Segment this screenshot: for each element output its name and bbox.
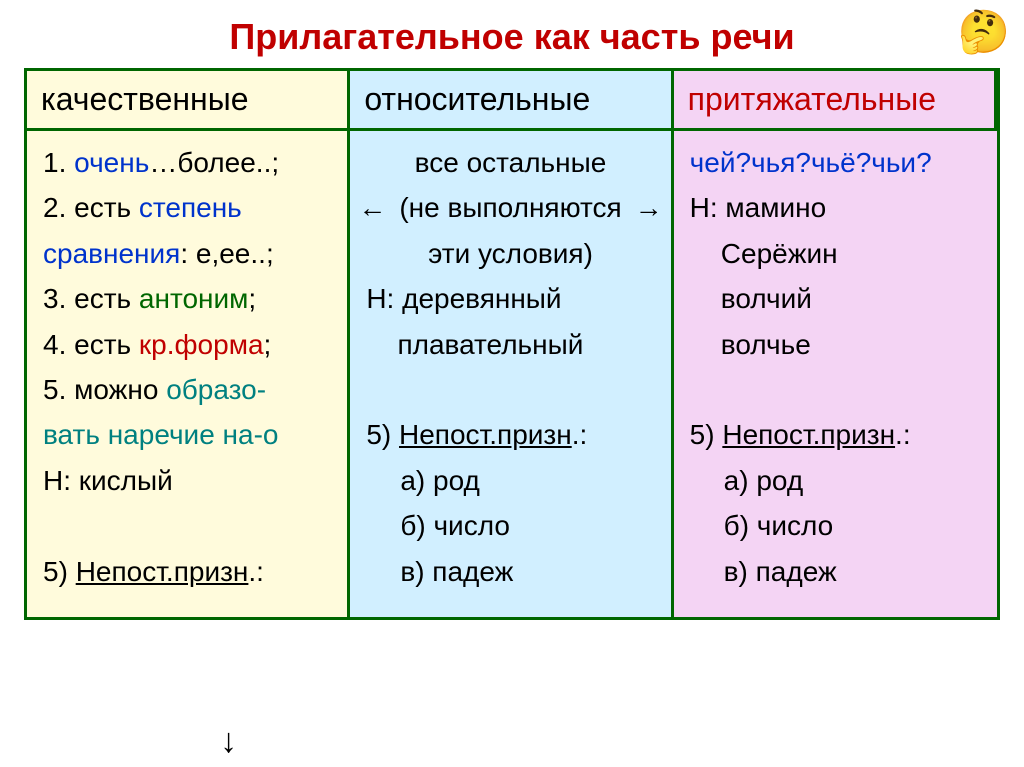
col3-body: чей?чья?чьё?чьи?Н: мамино Серёжин волчий… — [674, 128, 997, 617]
down-arrow-icon: ↓ — [220, 722, 237, 761]
col1-header: качественные — [27, 71, 350, 128]
main-table: качественные относительные притяжательны… — [24, 68, 1000, 620]
col2-body: все остальные←(не выполняются→эти услови… — [350, 128, 673, 617]
col2-header: относительные — [350, 71, 673, 128]
col3-header: притяжательные — [674, 71, 997, 128]
mascot-icon: 🤔 — [958, 8, 1010, 57]
page-title: Прилагательное как часть речи — [0, 0, 1024, 68]
col1-body: 1. очень…более..;2. есть степеньсравнени… — [27, 128, 350, 617]
